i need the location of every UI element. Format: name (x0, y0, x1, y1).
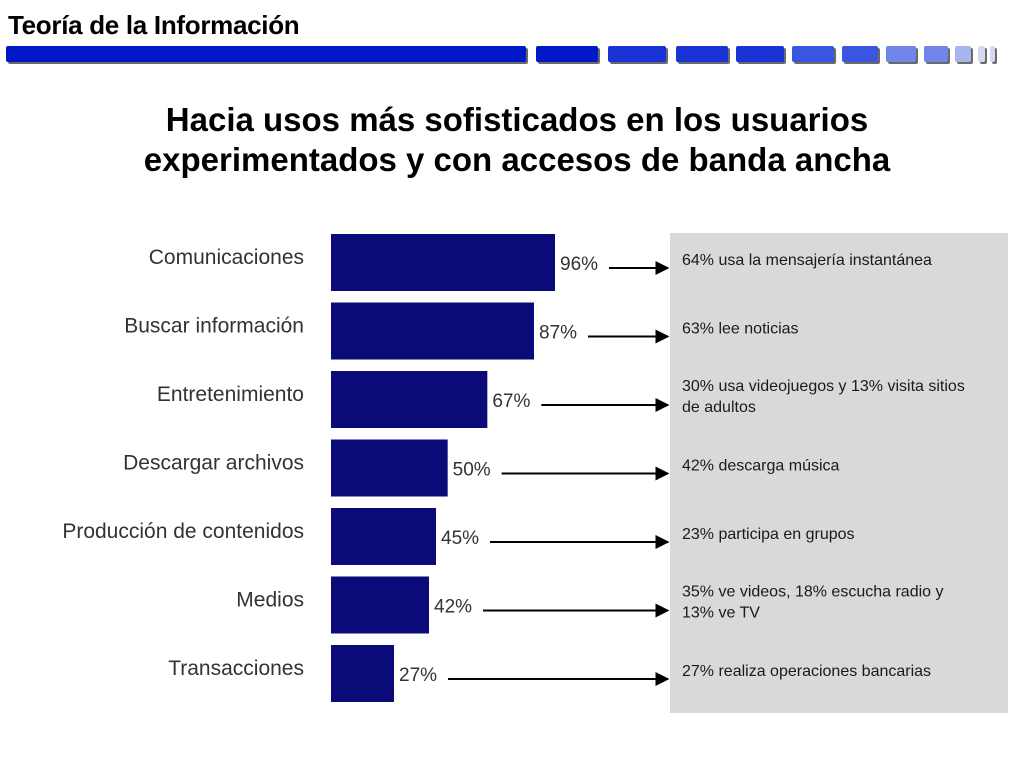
bar (331, 439, 448, 497)
value-label: 45% (441, 528, 479, 549)
slide-title-line-1: Hacia usos más sofisticados en los usuar… (165, 101, 869, 138)
slide-title-line-2: experimentados y con accesos de banda an… (143, 141, 891, 178)
header-bar-segment (924, 46, 948, 62)
annotation-text: 13% ve TV (682, 605, 760, 622)
annotation-text: 63% lee noticias (682, 321, 799, 338)
annotation-text: 64% usa la mensajería instantánea (682, 252, 932, 269)
header-title: Teoría de la Información (8, 10, 300, 40)
category-label: Entretenimiento (157, 383, 304, 406)
category-label: Transacciones (168, 657, 304, 680)
header-bar-segment (955, 46, 971, 62)
header-bar-segment (886, 46, 916, 62)
header-bar-segment (736, 46, 784, 62)
bar (331, 645, 394, 702)
header-bar-segment (842, 46, 878, 62)
header-decorative-bar (0, 46, 1024, 68)
bar (331, 371, 488, 428)
header-bar-segment (676, 46, 728, 62)
header-bar-segment (990, 46, 995, 62)
header-bar-segment (608, 46, 666, 62)
bar (331, 302, 534, 360)
annotation-text: 35% ve videos, 18% escucha radio y (682, 584, 943, 601)
category-label: Descargar archivos (123, 452, 304, 475)
annotation-text: de adultos (682, 399, 756, 416)
value-label: 50% (453, 460, 491, 481)
annotation-text: 27% realiza operaciones bancarias (682, 663, 931, 680)
value-label: 67% (492, 391, 530, 412)
value-label: 27% (399, 665, 437, 686)
value-label: 87% (539, 323, 577, 344)
slide-title: Hacia usos más sofisticados en los usuar… (0, 100, 1024, 180)
annotation-text: 42% descarga música (682, 458, 840, 475)
bar (331, 234, 555, 291)
bar (331, 576, 429, 634)
header-bar-segment (792, 46, 834, 62)
annotation-text: 30% usa videojuegos y 13% visita sitios (682, 378, 965, 395)
annotations-panel (670, 233, 1008, 713)
value-label: 96% (560, 254, 598, 275)
header-bar-segment (978, 46, 985, 62)
category-label: Comunicaciones (149, 246, 304, 269)
category-label: Buscar información (124, 315, 304, 338)
category-label: Medios (236, 589, 304, 612)
bar (331, 508, 436, 565)
value-label: 42% (434, 597, 472, 618)
header-bar-segment (6, 46, 526, 62)
category-label: Producción de contenidos (62, 520, 304, 543)
header-bar-segment (536, 46, 598, 62)
annotation-text: 23% participa en grupos (682, 526, 855, 543)
